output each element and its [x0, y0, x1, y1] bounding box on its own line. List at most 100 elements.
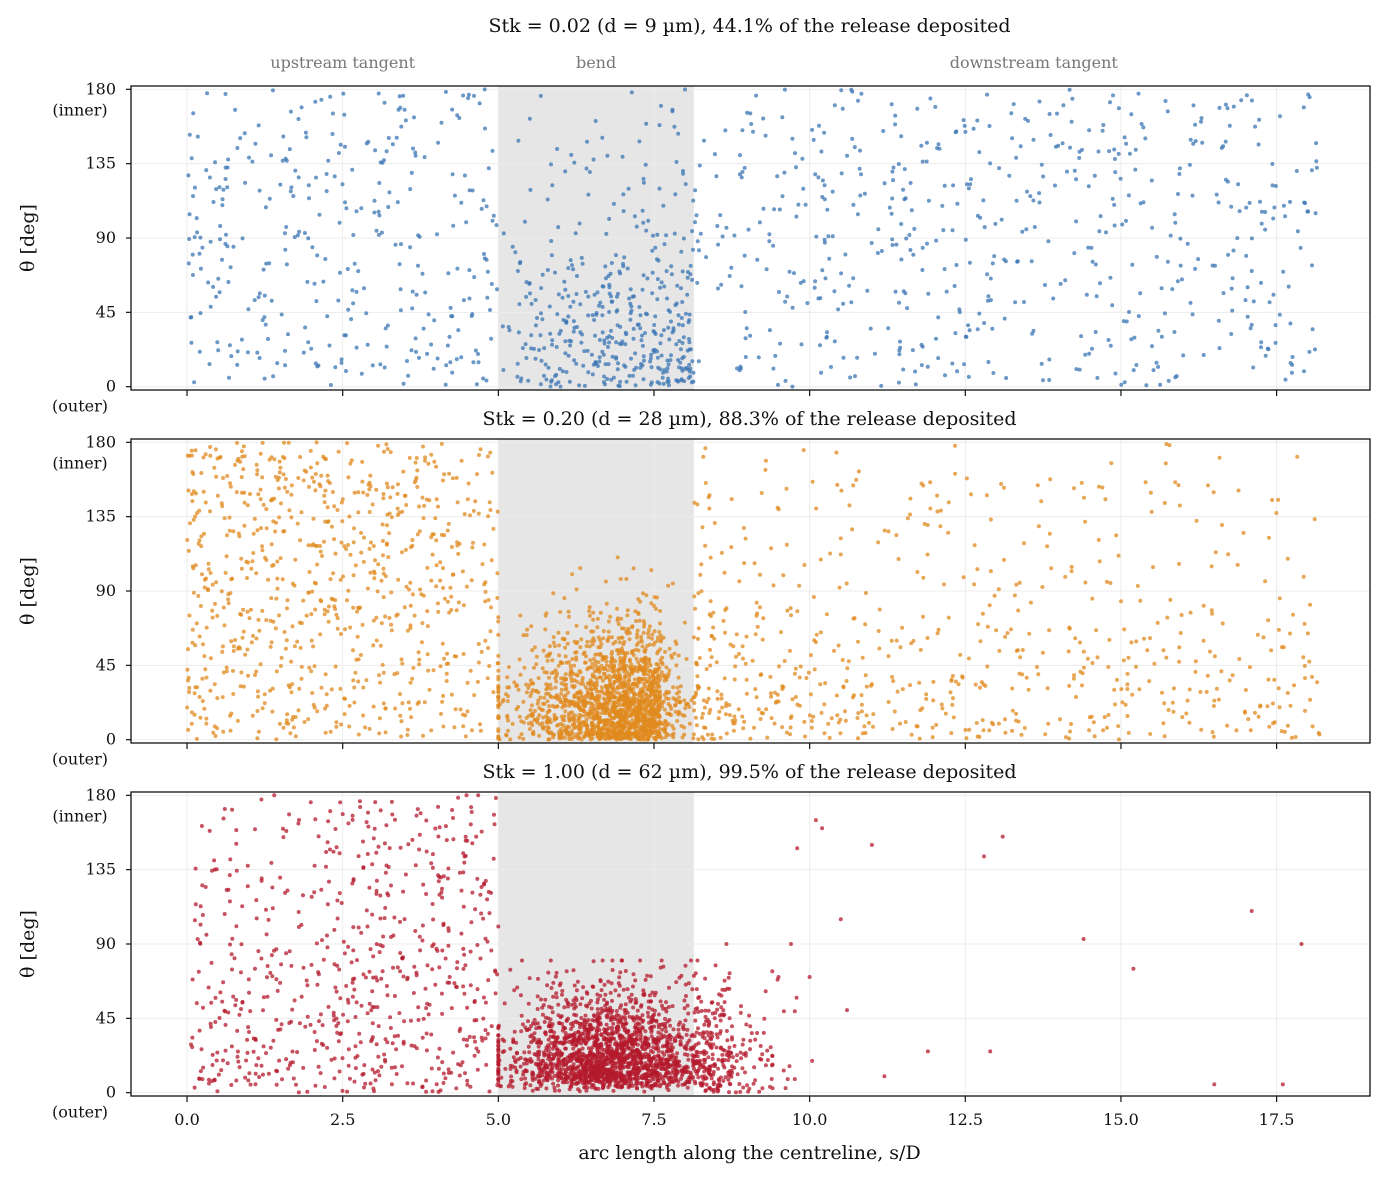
data-point [1041, 174, 1046, 179]
data-point [328, 847, 332, 852]
data-point [456, 1062, 461, 1067]
data-point [617, 662, 622, 667]
data-point [281, 134, 286, 139]
data-point [582, 709, 587, 714]
data-point [758, 572, 762, 577]
data-point [1027, 631, 1032, 636]
data-point [557, 643, 561, 648]
data-point [381, 670, 386, 675]
data-point [506, 718, 511, 723]
data-point [646, 218, 651, 223]
data-point [553, 270, 557, 275]
data-point [855, 212, 860, 217]
data-point [592, 318, 597, 322]
data-point [574, 623, 579, 628]
data-point [1263, 210, 1268, 214]
data-point [737, 368, 742, 373]
data-point [306, 183, 311, 188]
data-point [352, 526, 356, 531]
data-point [189, 492, 194, 496]
data-point [339, 357, 344, 362]
data-point [709, 655, 714, 660]
data-point [210, 1063, 215, 1067]
data-point [211, 730, 216, 735]
data-point [296, 476, 301, 480]
data-point [273, 626, 278, 631]
data-point [424, 1089, 429, 1094]
data-point [347, 1076, 352, 1081]
data-point [1242, 709, 1247, 714]
data-point [545, 710, 550, 715]
data-point [443, 956, 448, 961]
data-point [290, 717, 295, 722]
data-point [972, 582, 977, 587]
data-point [942, 267, 947, 272]
data-point [253, 141, 258, 146]
data-point [1010, 136, 1015, 141]
data-point [356, 657, 361, 662]
data-point [225, 244, 230, 249]
data-point [845, 153, 850, 158]
data-point [685, 292, 690, 297]
data-point [627, 659, 632, 664]
data-point [839, 271, 844, 276]
data-point [445, 343, 450, 348]
data-point [639, 362, 643, 366]
data-point [332, 1018, 337, 1023]
data-point [253, 673, 257, 677]
data-point [368, 473, 373, 478]
data-point [723, 630, 727, 635]
data-point [373, 800, 378, 805]
data-point [213, 447, 218, 452]
data-point [443, 382, 448, 387]
data-point [1129, 640, 1134, 645]
data-point [657, 630, 662, 634]
data-point [1259, 345, 1263, 350]
data-point [356, 490, 361, 495]
data-point [235, 718, 240, 723]
data-point [809, 719, 814, 723]
data-point [590, 693, 595, 698]
data-point [389, 628, 394, 633]
data-point [985, 624, 990, 629]
data-point [1249, 269, 1254, 273]
data-point [515, 374, 520, 379]
data-point [1110, 196, 1115, 201]
data-point [251, 531, 256, 536]
data-point [191, 111, 196, 116]
data-point [440, 641, 445, 646]
data-point [692, 694, 697, 699]
data-point [1014, 198, 1019, 203]
data-point [268, 970, 273, 975]
data-point [1068, 729, 1072, 734]
data-point [554, 345, 559, 349]
data-point [289, 690, 294, 695]
data-point [337, 851, 342, 856]
data-point [1165, 615, 1170, 620]
data-point [785, 608, 790, 613]
data-point [547, 304, 552, 309]
data-point [1258, 199, 1262, 204]
data-point [1285, 723, 1290, 728]
data-point [837, 585, 842, 590]
data-point [585, 348, 590, 353]
data-point [666, 671, 671, 676]
data-point [662, 673, 667, 678]
data-point [727, 274, 732, 278]
data-point [343, 144, 347, 149]
data-point [315, 982, 320, 987]
data-point [469, 810, 474, 814]
y-axis-label: θ [deg] [17, 204, 39, 272]
data-point [790, 384, 795, 389]
data-point [1048, 133, 1053, 137]
data-point [597, 355, 602, 360]
data-point [695, 674, 700, 679]
data-point [627, 637, 632, 642]
data-point [544, 714, 549, 719]
data-point [852, 145, 857, 150]
data-point [189, 721, 194, 726]
data-point [376, 232, 381, 237]
data-point [611, 375, 616, 380]
data-point [470, 890, 475, 895]
data-point [294, 1082, 298, 1087]
